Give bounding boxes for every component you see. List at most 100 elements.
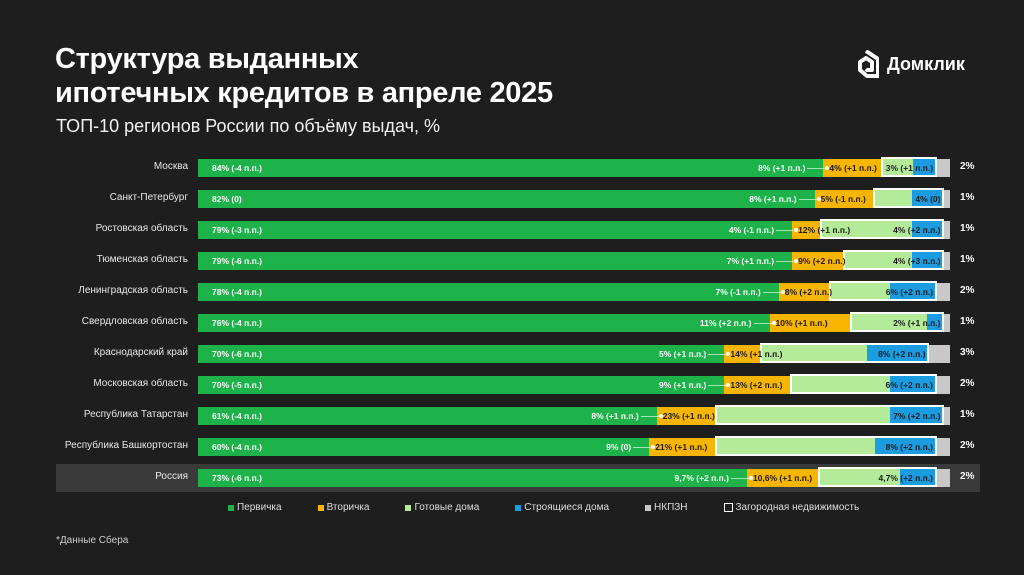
- bar-segment-building: [889, 376, 936, 394]
- label-building: 4% (0): [915, 194, 941, 204]
- bar-row: Тюменская область 79% (-6 п.п.) 7% (+1 п.п…: [56, 247, 980, 275]
- bar-segment-nkpzn: [935, 283, 951, 301]
- label-secondary: 8% (+1 п.п.): [591, 411, 639, 421]
- label-ready: 4% (+1 п.п.): [829, 163, 877, 173]
- bar-row: Краснодарский край 70% (-6 п.п.) 5% (+1 п.…: [56, 340, 980, 368]
- leader-line: [807, 167, 826, 169]
- label-primary: 60% (-4 п.п.): [212, 442, 262, 452]
- leader-line: [776, 229, 795, 231]
- leader-line: [762, 291, 781, 293]
- label-ready: 23% (+1 п.п.): [662, 411, 715, 421]
- page-title: Структура выданных ипотечных кредитов в …: [55, 42, 553, 110]
- label-primary: 79% (-6 п.п.): [212, 256, 262, 266]
- country-realestate-outline: [714, 405, 945, 425]
- label-primary: 76% (-4 п.п.): [212, 318, 262, 328]
- legend-item: Вторичка: [317, 502, 370, 513]
- footnote: *Данные Сбера: [56, 535, 129, 546]
- bar-segment-building: [899, 469, 936, 487]
- region-label: Краснодарский край: [93, 347, 188, 358]
- leader-dot: [794, 259, 799, 263]
- bar-segment-nkpzn: [942, 221, 951, 239]
- bar-segment-ready: [830, 283, 891, 301]
- label-building: 4% (+3 п.п.): [893, 256, 941, 266]
- leader-dot: [726, 352, 731, 356]
- bar-segment-ready: [792, 376, 891, 394]
- bar-segment-ready: [852, 314, 928, 332]
- legend-swatch: [515, 504, 522, 511]
- label-building: 4% (+2 п.п.): [893, 225, 941, 235]
- label-primary: 70% (-5 п.п.): [212, 380, 262, 390]
- label-building: 8% (+2 п.п.): [885, 442, 933, 452]
- legend-label: Вторичка: [326, 502, 370, 513]
- logo-text: Домклик: [887, 53, 965, 74]
- bar-segment-ready: [822, 221, 913, 239]
- label-primary: 73% (-6 п.п.): [212, 473, 262, 483]
- label-building: 4,7% (+2 п.п.): [878, 473, 933, 483]
- label-ready: 9% (+2 п.п.): [798, 256, 846, 266]
- bar-segment-building: [890, 283, 936, 301]
- country-realestate-outline: [817, 467, 937, 487]
- bar-segment-secondary: [814, 190, 876, 208]
- legend-item: Готовые дома: [405, 502, 479, 513]
- label-building: 8% (+2 п.п.): [878, 349, 926, 359]
- label-nkpzn: 1%: [960, 316, 975, 327]
- label-ready: 8% (+2 п.п.): [784, 287, 833, 297]
- label-ready: 12% (+1 п.п.): [798, 225, 851, 235]
- legend-label: Загородная недвижимость: [735, 502, 860, 513]
- bar-segment-secondary: [778, 283, 832, 301]
- legend-item: НКПЗН: [645, 502, 688, 513]
- leader-dot: [658, 414, 663, 418]
- label-primary: 70% (-6 п.п.): [212, 349, 262, 359]
- bar-segment-primary: [198, 159, 824, 177]
- label-secondary: 7% (+1 п.п.): [726, 256, 775, 266]
- leader-line: [753, 322, 772, 324]
- label-nkpzn: 2%: [960, 161, 975, 172]
- legend-item: Загородная недвижимость: [723, 502, 860, 513]
- bar-row: Россия 73% (-6 п.п.) 9,7% (+2 п.п.) 10,6% (…: [56, 464, 980, 492]
- legend-swatch: [317, 504, 324, 511]
- bar-segment-nkpzn: [942, 407, 951, 425]
- bar-segment-nkpzn: [934, 438, 951, 456]
- label-secondary: 9% (0): [606, 442, 632, 452]
- bar-row: Санкт-Петербург 82% (0) 8% (+1 п.п.) 5% (-1…: [56, 185, 980, 213]
- country-realestate-outline: [714, 436, 937, 456]
- bar-segment-nkpzn: [935, 159, 951, 177]
- label-primary: 61% (-4 п.п.): [212, 411, 262, 421]
- label-building: 6% (+2 п.п.): [885, 380, 933, 390]
- label-ready: 10% (+1 п.п.): [775, 318, 828, 328]
- bar-segment-primary: [198, 221, 793, 239]
- bar-segment-primary: [198, 252, 793, 270]
- legend-label: Готовые дома: [414, 502, 480, 513]
- bar-segment-secondary: [649, 438, 718, 456]
- legend-item: Первичка: [228, 502, 282, 513]
- label-primary: 82% (0): [212, 194, 242, 204]
- leader-line: [708, 384, 727, 386]
- region-label: Ленинградская область: [78, 285, 188, 296]
- leader-line: [798, 198, 817, 200]
- region-label: Свердловская область: [81, 316, 188, 327]
- leader-dot: [726, 383, 731, 387]
- label-building: 2% (+1 п.п.): [893, 318, 941, 328]
- bar-segment-nkpzn: [934, 376, 951, 394]
- bar-segment-building: [874, 438, 936, 456]
- bar-segment-ready: [819, 469, 901, 487]
- label-nkpzn: 1%: [960, 223, 975, 234]
- bar-row: Республика Татарстан 61% (-4 п.п.) 8% (+1 …: [56, 402, 980, 430]
- bar-segment-primary: [198, 438, 650, 456]
- label-secondary: 9% (+1 п.п.): [659, 380, 707, 390]
- bar-segment-nkpzn: [927, 345, 951, 363]
- region-label: Тюменская область: [96, 254, 188, 265]
- region-label: Республика Татарстан: [83, 409, 188, 420]
- leader-dot: [816, 197, 821, 201]
- label-nkpzn: 1%: [960, 192, 975, 203]
- leader-dot: [780, 290, 785, 294]
- legend-swatch: [405, 504, 412, 511]
- region-label: Ростовская область: [95, 223, 188, 234]
- bar-segment-nkpzn: [942, 252, 951, 270]
- leader-dot: [794, 228, 799, 232]
- label-nkpzn: 2%: [960, 285, 975, 296]
- subtitle: ТОП-10 регионов России по объёму выдач, …: [56, 116, 440, 136]
- region-label: Московская область: [93, 378, 188, 389]
- legend-swatch: [228, 504, 234, 511]
- bar-segment-primary: [198, 314, 771, 332]
